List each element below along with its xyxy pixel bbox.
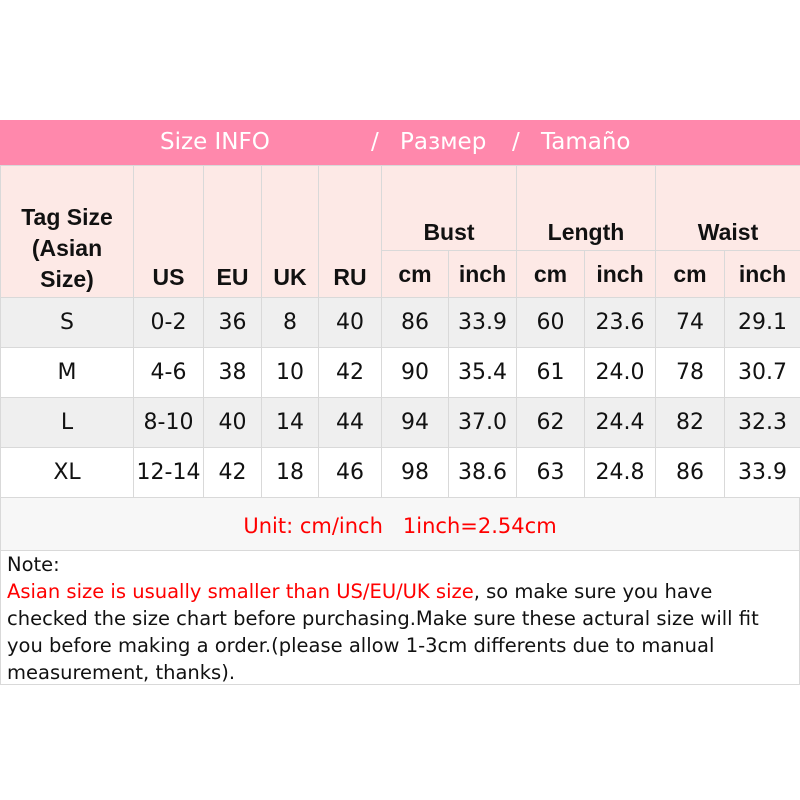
header-unit: inch	[724, 250, 800, 298]
table-cell: 98	[381, 447, 449, 498]
table-cell: 24.4	[584, 397, 656, 448]
tag-size-cell: L	[0, 397, 134, 448]
note-body: , so make sure you have checked the size…	[7, 580, 759, 684]
header-unit: inch	[448, 250, 517, 298]
size-table: Tag Size (Asian Size) US EU UK RU Bust L…	[0, 165, 800, 498]
table-cell: 61	[516, 347, 585, 398]
title-banner: Size INFO / Размер / Tamaño	[0, 120, 800, 165]
table-cell: 10	[261, 347, 319, 398]
table-cell: 94	[381, 397, 449, 448]
header-line: Size)	[40, 266, 94, 292]
table-cell: 14	[261, 397, 319, 448]
table-cell: 44	[318, 397, 382, 448]
table-cell: 62	[516, 397, 585, 448]
table-cell: 24.0	[584, 347, 656, 398]
header-unit: inch	[584, 250, 656, 298]
note-warning: Asian size is usually smaller than US/EU…	[7, 580, 474, 603]
note-box: Note: Asian size is usually smaller than…	[0, 551, 800, 685]
header-us: US	[133, 165, 204, 298]
table-row: S 0-2 36 8 40 86 33.9 60 23.6 74 29.1	[0, 297, 800, 348]
title-sep: /	[512, 129, 520, 155]
table-cell: 38	[203, 347, 262, 398]
table-cell: 40	[203, 397, 262, 448]
header-ru: RU	[318, 165, 382, 298]
table-cell: 33.9	[724, 447, 800, 498]
table-cell: 37.0	[448, 397, 517, 448]
table-row: XL 12-14 42 18 46 98 38.6 63 24.8 86 33.9	[0, 447, 800, 498]
size-chart: Size INFO / Размер / Tamaño Tag Size (As…	[0, 120, 800, 685]
table-cell: 24.8	[584, 447, 656, 498]
title-ru: Размер	[400, 129, 487, 155]
header-eu: EU	[203, 165, 262, 298]
table-cell: 78	[655, 347, 725, 398]
table-cell: 8-10	[133, 397, 204, 448]
table-cell: 23.6	[584, 297, 656, 348]
table-cell: 90	[381, 347, 449, 398]
table-cell: 18	[261, 447, 319, 498]
table-cell: 60	[516, 297, 585, 348]
table-row: L 8-10 40 14 44 94 37.0 62 24.4 82 32.3	[0, 397, 800, 448]
header-unit: cm	[516, 250, 585, 298]
note-text: Asian size is usually smaller than US/EU…	[7, 578, 793, 686]
table-cell: 4-6	[133, 347, 204, 398]
title-en: Size INFO	[160, 129, 270, 155]
table-cell: 29.1	[724, 297, 800, 348]
table-cell: 42	[203, 447, 262, 498]
table-cell: 38.6	[448, 447, 517, 498]
header-line: Tag Size	[21, 204, 113, 230]
table-cell: 46	[318, 447, 382, 498]
title-es: Tamaño	[541, 129, 631, 155]
unit-note: Unit: cm/inch 1inch=2.54cm	[0, 498, 800, 551]
header-line: (Asian	[31, 235, 103, 261]
table-cell: 86	[655, 447, 725, 498]
table-cell: 36	[203, 297, 262, 348]
header-waist: Waist	[655, 165, 800, 251]
table-cell: 33.9	[448, 297, 517, 348]
note-title: Note:	[7, 553, 60, 576]
header-uk: UK	[261, 165, 319, 298]
table-cell: 74	[655, 297, 725, 348]
header-tag-size: Tag Size (Asian Size)	[0, 165, 134, 298]
tag-size-cell: S	[0, 297, 134, 348]
header-unit: cm	[655, 250, 725, 298]
table-cell: 63	[516, 447, 585, 498]
table-cell: 40	[318, 297, 382, 348]
table-cell: 86	[381, 297, 449, 348]
table-cell: 42	[318, 347, 382, 398]
table-cell: 82	[655, 397, 725, 448]
header-unit: cm	[381, 250, 449, 298]
title-sep: /	[371, 129, 379, 155]
header-length: Length	[516, 165, 656, 251]
table-cell: 12-14	[133, 447, 204, 498]
table-cell: 30.7	[724, 347, 800, 398]
header-bust: Bust	[381, 165, 517, 251]
table-cell: 32.3	[724, 397, 800, 448]
table-cell: 35.4	[448, 347, 517, 398]
table-row: M 4-6 38 10 42 90 35.4 61 24.0 78 30.7	[0, 347, 800, 398]
table-cell: 8	[261, 297, 319, 348]
table-cell: 0-2	[133, 297, 204, 348]
tag-size-cell: XL	[0, 447, 134, 498]
tag-size-cell: M	[0, 347, 134, 398]
